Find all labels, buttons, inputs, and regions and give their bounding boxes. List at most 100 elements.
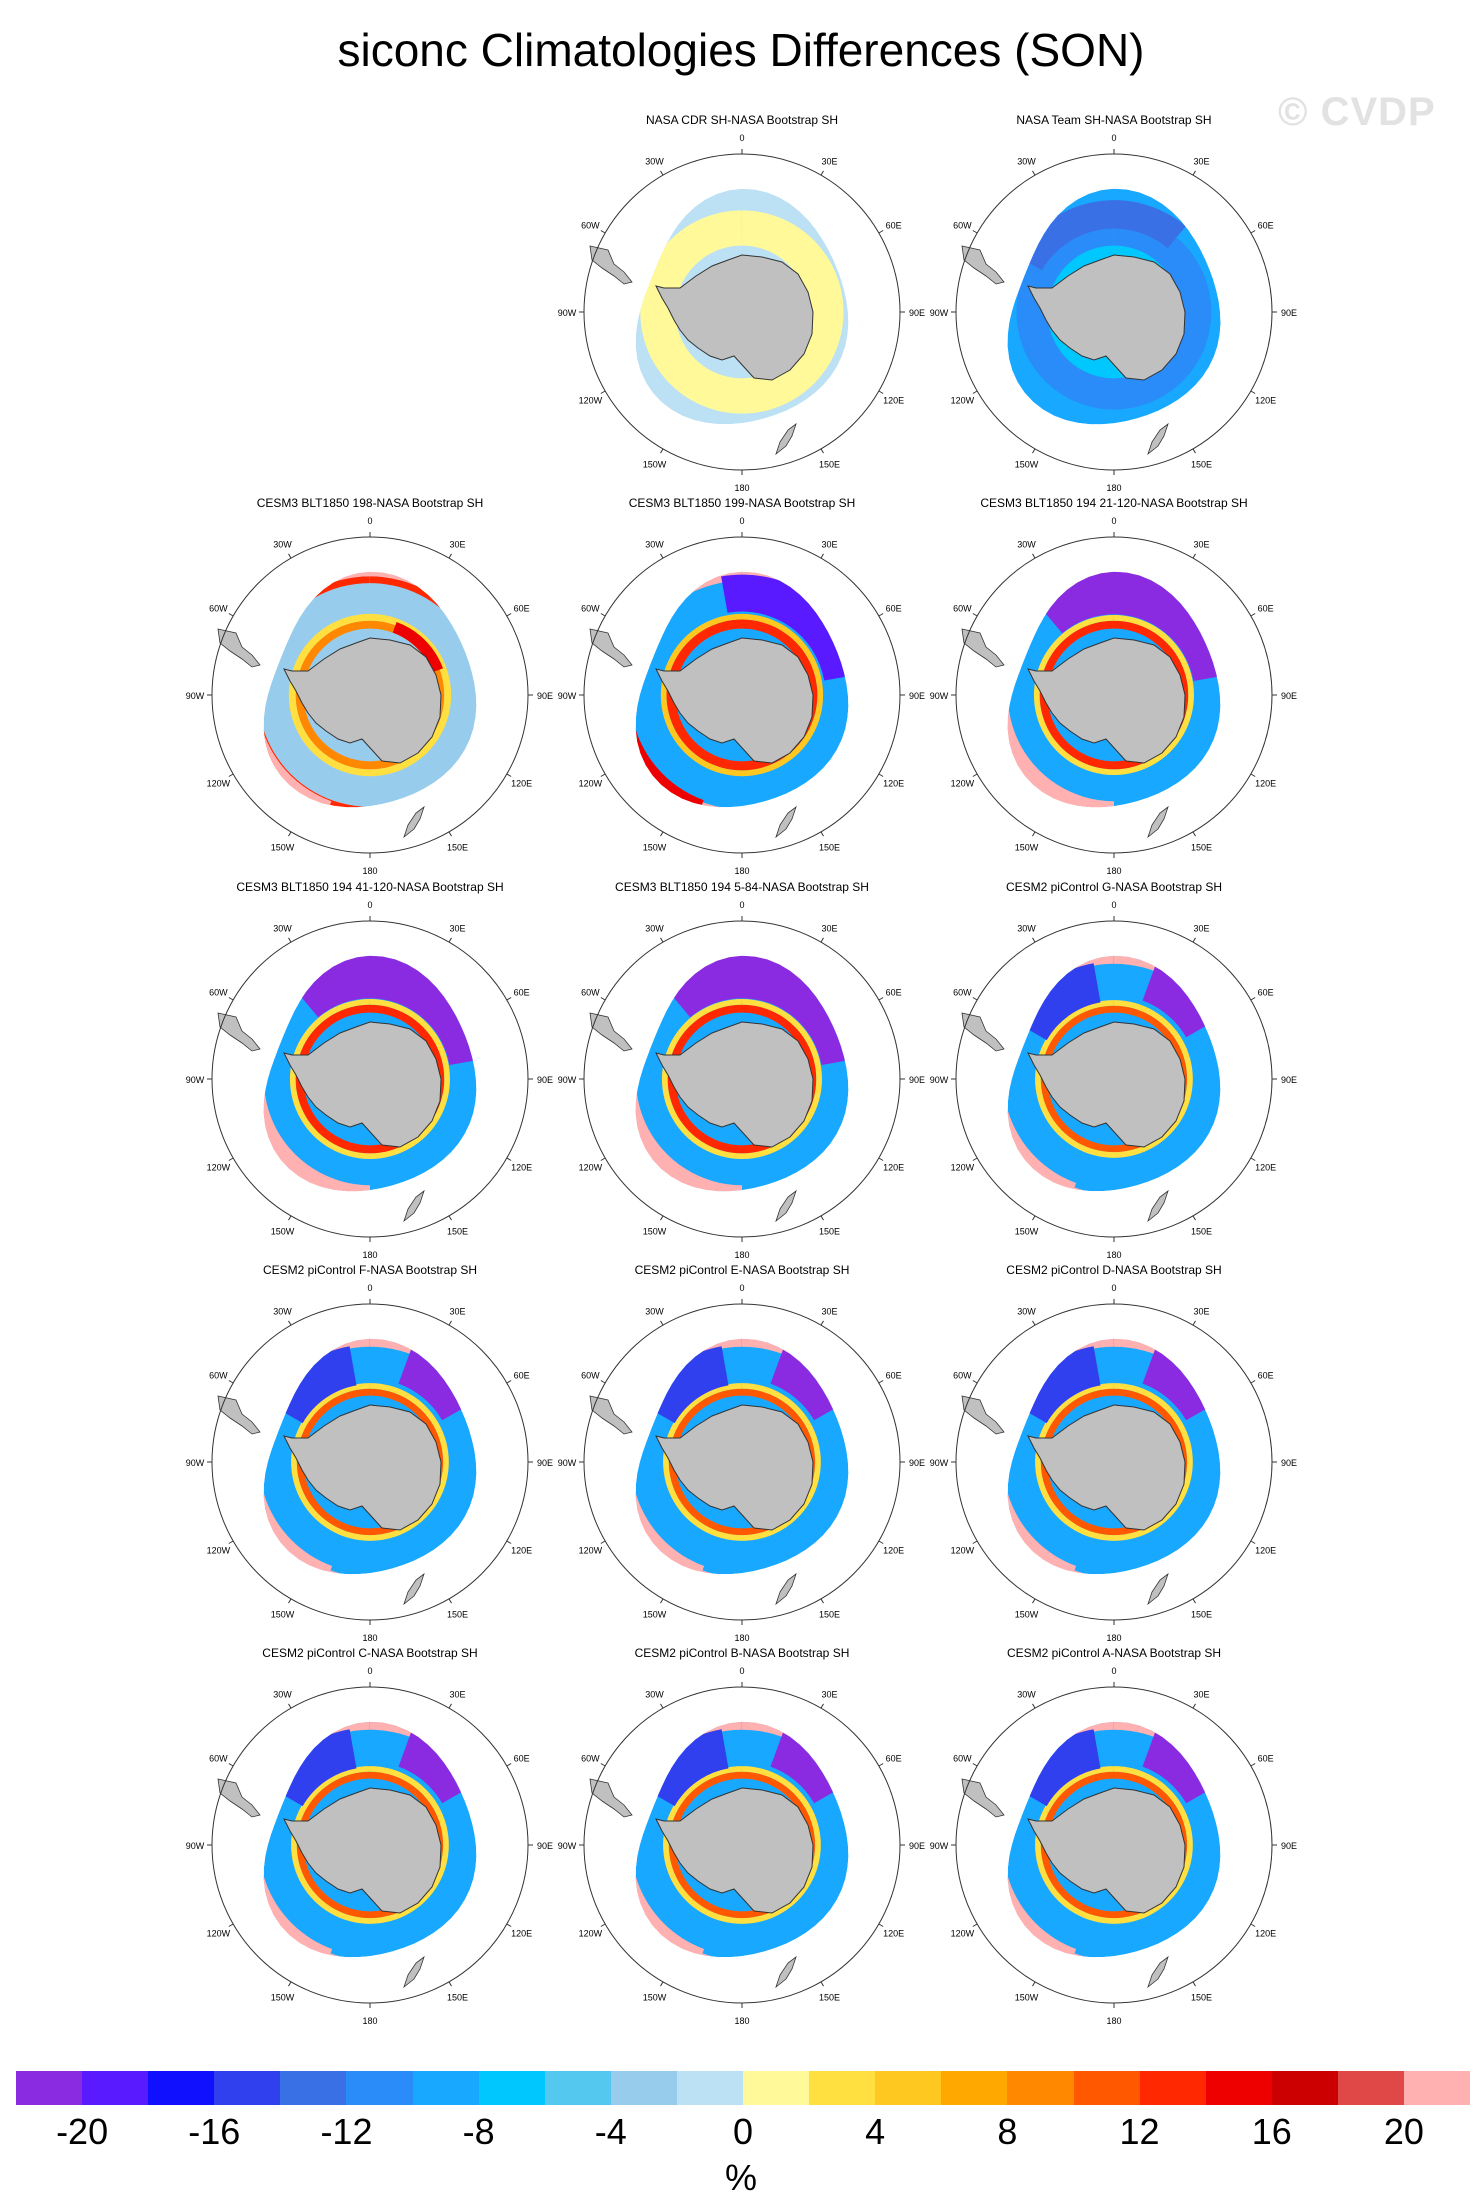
longitude-label: 30W xyxy=(1017,1306,1036,1316)
longitude-tick xyxy=(506,773,512,777)
longitude-label: 60W xyxy=(953,604,972,614)
longitude-label: 120E xyxy=(883,1546,904,1556)
panel-title: CESM3 BLT1850 194 5-84-NASA Bootstrap SH xyxy=(615,880,869,894)
colorbar-tick-label: -12 xyxy=(320,2111,373,2152)
longitude-tick xyxy=(1192,1981,1196,1987)
colorbar-swatch-13 xyxy=(875,2071,942,2105)
longitude-label: 30W xyxy=(645,156,664,166)
longitude-label: 180 xyxy=(734,866,749,876)
longitude-label: 60E xyxy=(1258,988,1274,998)
longitude-tick xyxy=(1250,997,1256,1001)
longitude-tick xyxy=(1032,1215,1036,1221)
longitude-tick xyxy=(1250,1157,1256,1161)
longitude-label: 120W xyxy=(579,1929,603,1939)
longitude-label: 90W xyxy=(558,308,577,318)
longitude-label: 150E xyxy=(1191,1227,1212,1237)
colorbar-swatch-1 xyxy=(82,2071,149,2105)
new-zealand-island xyxy=(403,1572,425,1606)
longitude-tick xyxy=(1032,448,1036,454)
longitude-tick xyxy=(972,997,978,1001)
longitude-label: 90W xyxy=(186,1075,205,1085)
longitude-label: 150W xyxy=(1015,843,1039,853)
longitude-tick xyxy=(600,230,606,234)
longitude-label: 60E xyxy=(1258,1371,1274,1381)
colorbar-tick-label: 16 xyxy=(1251,2111,1292,2152)
colorbar-swatch-4 xyxy=(280,2071,347,2105)
colorbar-swatch-2 xyxy=(148,2071,215,2105)
new-zealand-island xyxy=(1147,1189,1169,1223)
longitude-tick xyxy=(288,1320,292,1326)
longitude-tick xyxy=(600,1763,606,1767)
longitude-tick xyxy=(448,1598,452,1604)
longitude-tick xyxy=(1192,170,1196,176)
longitude-tick xyxy=(878,613,884,617)
panel-title: CESM3 BLT1850 199-NASA Bootstrap SH xyxy=(629,496,856,510)
colorbar-swatch-18 xyxy=(1205,2071,1272,2105)
south-america-tip xyxy=(589,245,633,285)
longitude-tick xyxy=(228,1923,234,1927)
siconc-anomaly-region xyxy=(263,999,370,1192)
antarctica-landmass xyxy=(655,1021,814,1148)
colorbar-swatch-5 xyxy=(346,2071,413,2105)
siconc-anomaly-region xyxy=(263,1400,333,1575)
antarctica-landmass xyxy=(655,637,814,764)
map-panel: NASA CDR SH-NASA Bootstrap SH 0 30E 60E 90E 1… xyxy=(558,113,925,493)
south-america-tip xyxy=(217,1778,261,1818)
longitude-label: 30W xyxy=(273,1306,292,1316)
longitude-label: 120W xyxy=(207,779,231,789)
longitude-tick xyxy=(972,230,978,234)
longitude-tick xyxy=(820,937,824,943)
siconc-anomaly-region xyxy=(1007,1400,1077,1575)
siconc-anomaly-region xyxy=(398,1346,477,1421)
longitude-label: 90E xyxy=(537,1458,553,1468)
longitude-label: 150E xyxy=(819,843,840,853)
longitude-label: 60E xyxy=(886,1754,902,1764)
longitude-tick xyxy=(878,1157,884,1161)
south-america-tip xyxy=(589,1012,633,1052)
longitude-label: 90W xyxy=(558,691,577,701)
new-zealand-island xyxy=(403,1189,425,1223)
siconc-anomaly-region xyxy=(263,1783,333,1958)
panel-title: NASA Team SH-NASA Bootstrap SH xyxy=(1016,113,1211,127)
longitude-label: 0 xyxy=(1111,900,1116,910)
longitude-tick xyxy=(878,1540,884,1544)
colorbar-swatch-8 xyxy=(544,2071,611,2105)
longitude-label: 90W xyxy=(930,308,949,318)
colorbar-tick-label: 0 xyxy=(732,2111,754,2152)
siconc-anomaly-region xyxy=(721,574,849,681)
south-america-tip xyxy=(961,245,1005,285)
longitude-tick xyxy=(228,1380,234,1384)
siconc-anomaly-region xyxy=(770,1346,849,1421)
longitude-label: 180 xyxy=(362,2016,377,2026)
longitude-label: 0 xyxy=(739,516,744,526)
colorbar-unit-label: % xyxy=(724,2157,757,2198)
longitude-label: 60W xyxy=(209,1371,228,1381)
longitude-label: 180 xyxy=(1106,2016,1121,2026)
longitude-tick xyxy=(1250,1763,1256,1767)
longitude-tick xyxy=(1250,230,1256,234)
longitude-tick xyxy=(1192,1215,1196,1221)
longitude-tick xyxy=(660,1703,664,1709)
longitude-label: 0 xyxy=(1111,1283,1116,1293)
map-panel: NASA Team SH-NASA Bootstrap SH 0 30E 60E 90E… xyxy=(930,113,1297,493)
longitude-label: 30E xyxy=(449,539,465,549)
longitude-label: 60W xyxy=(581,1371,600,1381)
longitude-tick xyxy=(600,1380,606,1384)
colorbar-swatch-9 xyxy=(610,2071,677,2105)
longitude-label: 90E xyxy=(909,1075,925,1085)
longitude-label: 120W xyxy=(579,1546,603,1556)
longitude-label: 0 xyxy=(1111,516,1116,526)
longitude-label: 60W xyxy=(581,221,600,231)
new-zealand-island xyxy=(775,805,797,839)
longitude-tick xyxy=(1192,831,1196,837)
map-panel: CESM3 BLT1850 194 41-120-NASA Bootstrap … xyxy=(186,880,553,1260)
longitude-tick xyxy=(1250,390,1256,394)
south-america-tip xyxy=(961,1778,1005,1818)
antarctica-landmass xyxy=(1027,637,1186,764)
longitude-tick xyxy=(820,1598,824,1604)
longitude-tick xyxy=(660,553,664,559)
longitude-label: 30W xyxy=(1017,539,1036,549)
longitude-label: 150W xyxy=(1015,1993,1039,2003)
longitude-tick xyxy=(600,773,606,777)
panel-title: CESM2 piControl F-NASA Bootstrap SH xyxy=(263,1263,477,1277)
